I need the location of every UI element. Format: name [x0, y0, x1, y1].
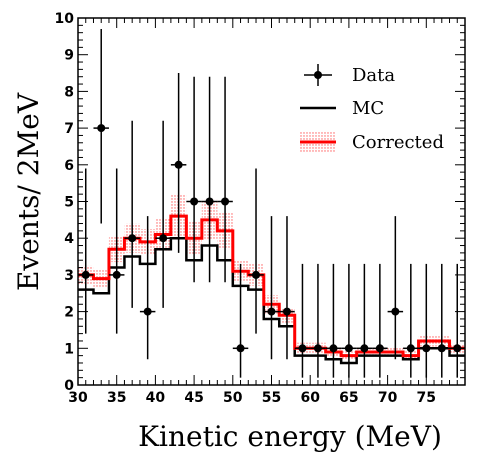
data-point: [294, 263, 311, 378]
x-tick-label: 35: [107, 390, 126, 406]
y-tick-label: 10: [55, 11, 75, 27]
data-point: [449, 263, 465, 378]
y-tick-label: 5: [64, 195, 74, 211]
data-marker: [190, 197, 199, 206]
data-marker: [159, 234, 168, 243]
data-marker: [344, 344, 353, 353]
data-point: [372, 263, 388, 378]
data-marker: [205, 197, 214, 206]
legend-entry-mc: MC: [300, 98, 384, 119]
x-tick-label: 30: [68, 390, 88, 406]
data-point: [155, 120, 171, 308]
data-point: [248, 168, 264, 334]
data-point: [356, 263, 373, 378]
data-point: [78, 168, 94, 334]
data-point: [387, 216, 404, 360]
axis-ticks: [77, 17, 466, 386]
y-tick-label: 6: [64, 158, 74, 174]
x-axis-label: Kinetic energy (MeV): [138, 420, 442, 453]
x-tick-label: 75: [417, 390, 436, 406]
x-tick-label: 65: [339, 390, 358, 406]
y-tick-label: 2: [64, 305, 74, 321]
data-point: [279, 216, 295, 360]
data-point: [232, 263, 249, 378]
data-marker: [252, 270, 261, 279]
data-point: [124, 120, 140, 308]
legend-label-mc: MC: [352, 98, 384, 119]
data-marker: [97, 124, 106, 133]
data-marker: [143, 307, 152, 316]
data-marker: [422, 344, 431, 353]
data-point: [217, 76, 233, 283]
data-marker: [221, 197, 230, 206]
data-point: [325, 263, 342, 378]
data-point: [93, 29, 109, 224]
y-tick-label: 8: [64, 84, 74, 100]
y-tick-label: 9: [64, 48, 74, 64]
data-point: [263, 216, 280, 360]
data-marker: [282, 307, 291, 316]
y-tick-label: 3: [64, 268, 74, 284]
x-tick-label: 50: [223, 390, 243, 406]
data-marker: [128, 234, 137, 243]
legend-entry-corrected: Corrected: [300, 131, 444, 153]
x-tick-label: 60: [300, 390, 320, 406]
data-point: [186, 76, 202, 283]
y-tick-label: 7: [64, 121, 74, 137]
data-marker: [437, 344, 446, 353]
data-point: [418, 263, 435, 378]
data-marker: [329, 344, 338, 353]
x-tick-label: 55: [262, 390, 281, 406]
data-point: [341, 263, 357, 378]
data-marker: [406, 344, 415, 353]
x-tick-label: 40: [146, 390, 166, 406]
x-tick-label: 45: [184, 390, 203, 406]
legend-entry-data: Data: [304, 64, 395, 86]
y-axis-label: Events/ 2MeV: [12, 92, 45, 291]
data-point: [170, 73, 187, 253]
data-marker: [236, 344, 245, 353]
data-point: [201, 76, 218, 283]
legend-label-corrected: Corrected: [352, 132, 444, 153]
data-marker: [360, 344, 369, 353]
y-tick-label: 1: [64, 341, 74, 357]
legend: Data MC Corrected: [300, 64, 444, 153]
data-marker: [375, 344, 384, 353]
x-tick-label: 70: [378, 390, 398, 406]
data-marker: [174, 160, 183, 169]
data-marker: [298, 344, 307, 353]
data-point: [434, 263, 450, 378]
data-point: [139, 216, 156, 360]
y-tick-label: 4: [64, 231, 74, 247]
data-marker: [112, 270, 121, 279]
data-point: [108, 168, 125, 334]
data-marker: [313, 344, 322, 353]
y-tick-label: 0: [64, 378, 74, 394]
data-point: [310, 263, 326, 378]
data-point: [403, 263, 419, 378]
data-marker: [267, 307, 276, 316]
data-marker: [391, 307, 400, 316]
data-points: [78, 29, 465, 378]
legend-data-marker: [314, 71, 322, 79]
legend-label-data: Data: [352, 65, 395, 86]
